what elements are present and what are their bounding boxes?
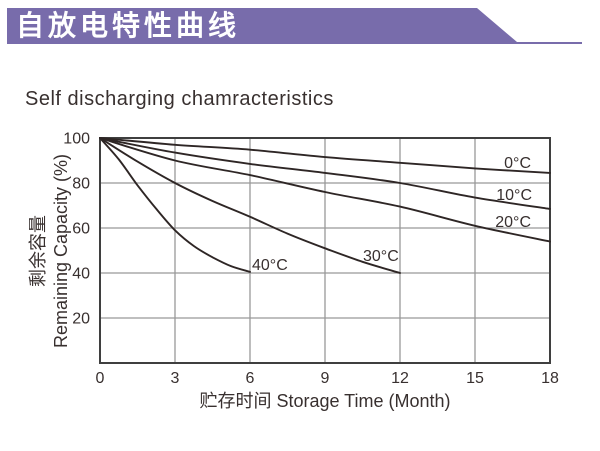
- x-tick-label: 6: [246, 370, 255, 387]
- curve-label-30c: 30°C: [363, 248, 399, 265]
- chart-title: Self discharging chamracteristics: [25, 88, 334, 110]
- header-banner: [7, 8, 582, 44]
- curve-label-0c: 0°C: [504, 155, 531, 172]
- x-axis-title: 贮存时间 Storage Time (Month): [199, 391, 450, 411]
- x-tick-label: 0: [96, 370, 105, 387]
- x-tick-label: 9: [321, 370, 330, 387]
- x-tick-label: 3: [171, 370, 180, 387]
- curve-40c: [99, 137, 251, 273]
- curve-30c: [99, 137, 401, 274]
- y-tick-label: 100: [63, 131, 90, 148]
- curve-label-40c: 40°C: [252, 257, 288, 274]
- y-axis-title-english: Remaining Capacity (%): [51, 154, 71, 348]
- plot-border: [99, 137, 551, 364]
- y-tick-label: 60: [72, 221, 90, 238]
- curve-label-20c: 20°C: [495, 214, 531, 231]
- x-tick-label: 15: [466, 370, 484, 387]
- curve-10c: [99, 137, 551, 210]
- y-axis-title-chinese: 剩余容量: [28, 215, 48, 287]
- y-tick-label: 80: [72, 176, 90, 193]
- x-tick-label: 12: [391, 370, 409, 387]
- banner-title: 自放电特性曲线: [16, 10, 241, 41]
- header-banner-shape: [7, 8, 582, 44]
- y-tick-label: 40: [72, 266, 90, 283]
- curve-20c: [99, 137, 551, 243]
- curve-0c: [99, 137, 551, 174]
- x-tick-label: 18: [541, 370, 559, 387]
- y-tick-label: 20: [72, 311, 90, 328]
- curve-label-10c: 10°C: [496, 187, 532, 204]
